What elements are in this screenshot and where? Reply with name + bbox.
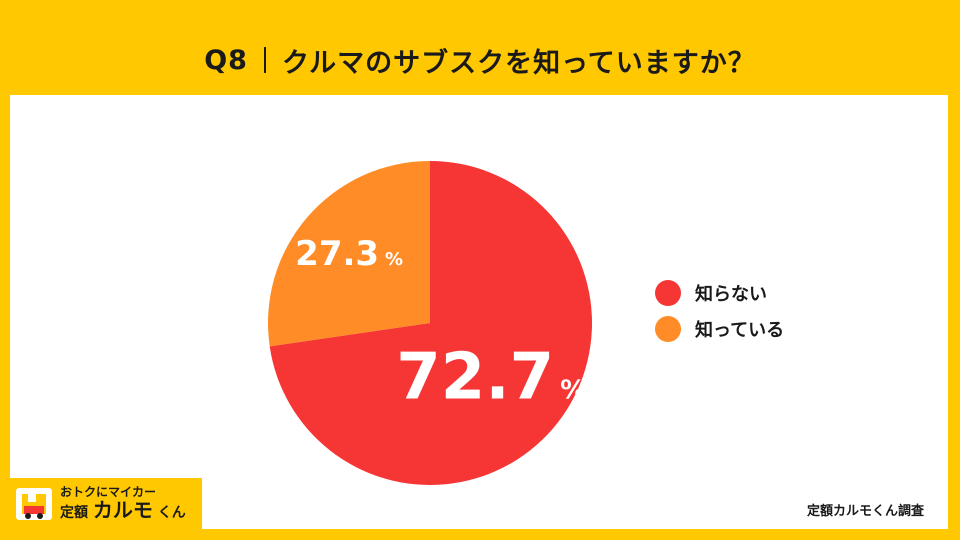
pie-label-known: 27.3%: [295, 234, 403, 274]
brand-logo: おトクにマイカー 定額 カルモ くん: [10, 478, 202, 530]
legend-dot-unknown: [655, 280, 681, 306]
pie-slice-unknown: [269, 161, 592, 485]
title-separator: [263, 47, 266, 73]
pie-slice-known: [267, 161, 430, 347]
pie-label-unknown: 72.7%: [396, 340, 586, 414]
question-number: Q8: [204, 44, 248, 76]
chart-panel: 72.7% 27.3% 知らない 知っている 定額カルモくん調査: [10, 95, 948, 529]
legend-label-known: 知っている: [695, 320, 785, 341]
legend-dot-known: [655, 316, 681, 342]
legend-item-unknown: 知らない: [655, 275, 784, 311]
car-logo-icon: [16, 488, 52, 520]
legend-label-unknown: 知らない: [695, 284, 767, 305]
logo-name-prefix: 定額: [60, 505, 88, 522]
logo-tagline: おトクにマイカー: [60, 485, 157, 500]
logo-text: おトクにマイカー 定額 カルモ くん: [60, 486, 186, 522]
title-bar: Q8 クルマのサブスクを知っていますか？: [0, 30, 960, 90]
survey-credit: 定額カルモくん調査: [806, 504, 924, 519]
logo-name-suffix: くん: [157, 505, 186, 522]
legend: 知らない 知っている: [655, 275, 784, 347]
logo-name: 定額 カルモ くん: [60, 499, 186, 521]
pie-chart: 72.7 % 27.3%: [267, 161, 592, 485]
legend-item-known: 知っている: [655, 311, 784, 347]
logo-name-main: カルモ: [92, 498, 153, 523]
page-title: クルマのサブスクを知っていますか？: [281, 47, 756, 79]
